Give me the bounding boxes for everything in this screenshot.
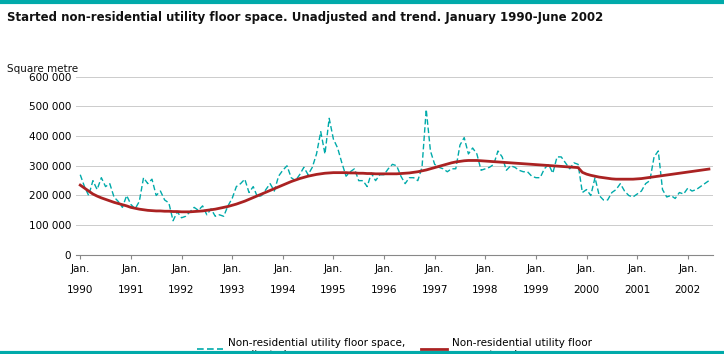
Text: 1995: 1995 [320,285,347,296]
Legend: Non-residential utility floor space,
unadjusted, Non-residential utility floor
s: Non-residential utility floor space, una… [193,334,597,354]
Text: 1997: 1997 [421,285,448,296]
Text: Square metre: Square metre [7,64,78,74]
Text: 1998: 1998 [472,285,499,296]
Text: 1991: 1991 [117,285,144,296]
Text: 1990: 1990 [67,285,93,296]
Text: 1996: 1996 [371,285,397,296]
Text: Started non-residential utility floor space. Unadjusted and trend. January 1990-: Started non-residential utility floor sp… [7,11,604,24]
Text: 2001: 2001 [624,285,650,296]
Text: 1999: 1999 [523,285,550,296]
Text: 1992: 1992 [168,285,195,296]
Text: 2002: 2002 [675,285,701,296]
Text: 1994: 1994 [269,285,296,296]
Text: 2000: 2000 [573,285,599,296]
Text: 1993: 1993 [219,285,245,296]
